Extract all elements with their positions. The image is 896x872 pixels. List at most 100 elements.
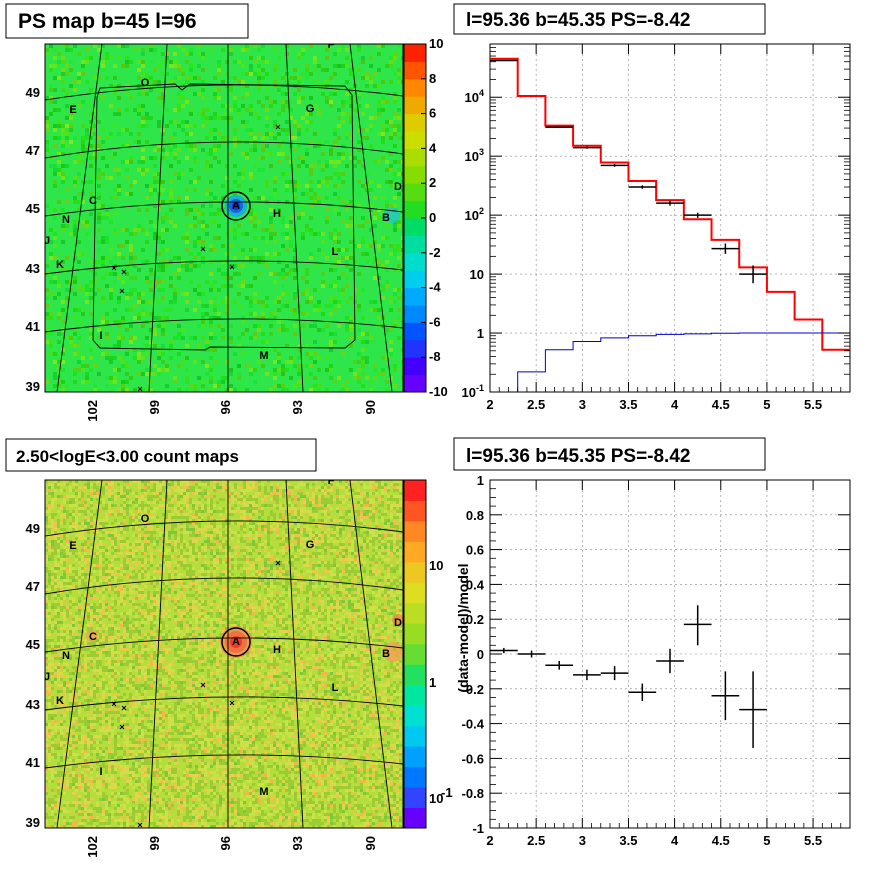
ps-map-cell bbox=[85, 220, 89, 224]
ps-map-cell bbox=[197, 236, 201, 240]
ps-map-cell bbox=[233, 164, 237, 168]
ps-map-cell bbox=[205, 348, 209, 352]
ps-map-cell bbox=[53, 296, 57, 300]
ps-map-cell bbox=[185, 208, 189, 212]
ps-map-cell bbox=[113, 256, 117, 260]
ps-map-cell bbox=[245, 284, 249, 288]
count-map-cell bbox=[96, 528, 99, 531]
count-map-cell bbox=[324, 489, 327, 492]
ps-map-cell bbox=[385, 260, 389, 264]
count-map-cell bbox=[216, 498, 219, 501]
ps-map-cell bbox=[129, 324, 133, 328]
ps-map-cell bbox=[121, 364, 125, 368]
count-map-cell bbox=[171, 528, 174, 531]
count-map-cell bbox=[84, 522, 87, 525]
count-map-cell bbox=[192, 504, 195, 507]
count-map-cell bbox=[354, 516, 357, 519]
count-map-cell bbox=[108, 507, 111, 510]
count-map-cell bbox=[369, 486, 372, 489]
count-map-cell bbox=[63, 510, 66, 513]
count-map-cell bbox=[315, 480, 318, 483]
count-map-cell bbox=[372, 516, 375, 519]
ps-map-cell bbox=[381, 284, 385, 288]
ps-map-cell bbox=[349, 296, 353, 300]
ps-map-cell bbox=[285, 180, 289, 184]
ps-map-cell bbox=[233, 76, 237, 80]
ps-map-cell bbox=[53, 208, 57, 212]
ps-map-cell bbox=[221, 48, 225, 52]
ps-map-cell bbox=[189, 68, 193, 72]
ps-map-cell bbox=[309, 96, 313, 100]
ps-map-cell bbox=[129, 96, 133, 100]
ps-map-cell bbox=[261, 312, 265, 316]
count-map-cell bbox=[45, 495, 48, 498]
count-map-cell bbox=[294, 540, 297, 543]
ps-map-cell bbox=[169, 188, 173, 192]
ps-map-cell bbox=[161, 188, 165, 192]
count-map-cell bbox=[363, 534, 366, 537]
count-map-cell bbox=[117, 519, 120, 522]
count-map-cell bbox=[102, 498, 105, 501]
ps-map-cell bbox=[353, 300, 357, 304]
count-map-cell bbox=[360, 486, 363, 489]
count-map-cell bbox=[126, 510, 129, 513]
count-map-cell bbox=[123, 537, 126, 540]
count-map-cell bbox=[51, 519, 54, 522]
count-map-cell bbox=[285, 504, 288, 507]
ps-map-cell bbox=[401, 120, 403, 124]
count-map-cell bbox=[369, 540, 372, 543]
ps-map-cell bbox=[73, 176, 77, 180]
ps-map-cell bbox=[401, 236, 403, 240]
ps-map-cell bbox=[105, 56, 109, 60]
count-map-cell bbox=[78, 522, 81, 525]
ps-map-cell bbox=[297, 212, 301, 216]
ps-map-cell bbox=[341, 248, 345, 252]
count-map-cell bbox=[399, 501, 402, 504]
count-map-cell bbox=[219, 513, 222, 516]
count-map-cell bbox=[258, 522, 261, 525]
count-map-cell bbox=[345, 522, 348, 525]
count-map-cell bbox=[219, 531, 222, 534]
ps-map-cell bbox=[393, 292, 397, 296]
count-map-cell bbox=[396, 528, 399, 531]
count-map-cell bbox=[237, 486, 240, 489]
count-map-cell bbox=[60, 498, 63, 501]
ps-map-cell bbox=[257, 168, 261, 172]
count-map-cell bbox=[63, 498, 66, 501]
count-map-cell bbox=[117, 534, 120, 537]
ps-map-cell bbox=[141, 292, 145, 296]
count-map-cell bbox=[81, 483, 84, 486]
ps-map-cell bbox=[197, 176, 201, 180]
count-map-cell bbox=[156, 486, 159, 489]
count-map-cell bbox=[210, 486, 213, 489]
count-map-cell bbox=[273, 531, 276, 534]
count-map-cell bbox=[135, 525, 138, 528]
count-map-cell bbox=[204, 531, 207, 534]
count-map-cell bbox=[57, 537, 60, 540]
ps-map-cell bbox=[81, 180, 85, 184]
count-map-cell bbox=[144, 492, 147, 495]
ps-map-cell bbox=[273, 376, 277, 380]
count-map-cell bbox=[222, 525, 225, 528]
ps-map-cell bbox=[245, 108, 249, 112]
ps-map-cell bbox=[113, 152, 117, 156]
count-map-cell bbox=[48, 519, 51, 522]
count-map-cell bbox=[291, 489, 294, 492]
map-parallel bbox=[45, 84, 403, 101]
count-map-cell bbox=[171, 522, 174, 525]
count-map-cell bbox=[201, 513, 204, 516]
count-map-cell bbox=[369, 492, 372, 495]
count-map-cell bbox=[120, 531, 123, 534]
count-map-cell bbox=[318, 483, 321, 486]
ps-map-cell bbox=[49, 312, 53, 316]
ps-map-cell bbox=[225, 276, 229, 280]
count-map-cell bbox=[378, 501, 381, 504]
count-map-cell bbox=[180, 537, 183, 540]
count-map-cell bbox=[183, 540, 186, 543]
count-map-cell bbox=[309, 495, 312, 498]
count-map-cell bbox=[282, 489, 285, 492]
ps-map-cell bbox=[285, 44, 289, 48]
ps-map-cell bbox=[257, 64, 261, 68]
ps-map-cell bbox=[73, 316, 77, 320]
ps-map-cell bbox=[97, 248, 101, 252]
